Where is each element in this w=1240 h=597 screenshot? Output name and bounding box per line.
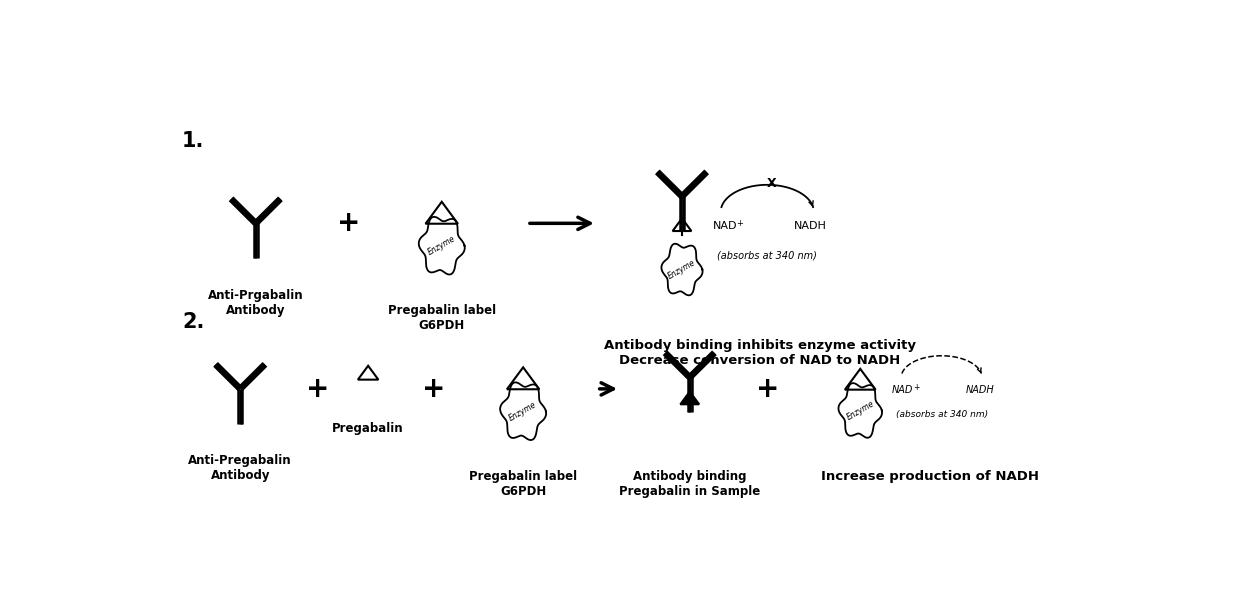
Text: 2.: 2. bbox=[182, 312, 205, 332]
Text: (absorbs at 340 nm): (absorbs at 340 nm) bbox=[895, 410, 988, 418]
Text: X: X bbox=[766, 177, 776, 190]
Text: NADH: NADH bbox=[794, 221, 826, 231]
Polygon shape bbox=[500, 383, 546, 440]
Text: Increase production of NADH: Increase production of NADH bbox=[821, 470, 1039, 483]
Text: 1.: 1. bbox=[182, 131, 205, 151]
Text: +: + bbox=[755, 375, 779, 403]
Text: +: + bbox=[735, 220, 743, 229]
Text: Pregabalin: Pregabalin bbox=[332, 422, 404, 435]
Text: Anti-Prgabalin
Antibody: Anti-Prgabalin Antibody bbox=[208, 289, 304, 317]
Polygon shape bbox=[419, 217, 465, 275]
Text: Enzyme: Enzyme bbox=[507, 400, 538, 423]
Polygon shape bbox=[661, 244, 703, 296]
Text: Pregabalin label
G6PDH: Pregabalin label G6PDH bbox=[388, 304, 496, 332]
Text: NADH: NADH bbox=[966, 385, 994, 395]
Polygon shape bbox=[681, 392, 699, 404]
Text: +: + bbox=[306, 375, 330, 403]
Text: +: + bbox=[423, 375, 445, 403]
Text: Anti-Pregabalin
Antibody: Anti-Pregabalin Antibody bbox=[188, 454, 293, 482]
Text: (absorbs at 340 nm): (absorbs at 340 nm) bbox=[717, 250, 817, 260]
Polygon shape bbox=[838, 383, 882, 438]
Text: Pregabalin label
G6PDH: Pregabalin label G6PDH bbox=[469, 470, 577, 498]
Text: Enzyme: Enzyme bbox=[667, 258, 697, 281]
Text: Antibody binding
Pregabalin in Sample: Antibody binding Pregabalin in Sample bbox=[619, 470, 760, 498]
Text: Antibody binding inhibits enzyme activity
Decrease conversion of NAD to NADH: Antibody binding inhibits enzyme activit… bbox=[604, 339, 915, 367]
Text: NAD: NAD bbox=[893, 385, 914, 395]
Text: +: + bbox=[337, 210, 361, 238]
Text: Enzyme: Enzyme bbox=[427, 234, 458, 257]
Text: +: + bbox=[913, 383, 919, 392]
Text: NAD: NAD bbox=[712, 221, 737, 231]
Text: Enzyme: Enzyme bbox=[844, 399, 875, 422]
